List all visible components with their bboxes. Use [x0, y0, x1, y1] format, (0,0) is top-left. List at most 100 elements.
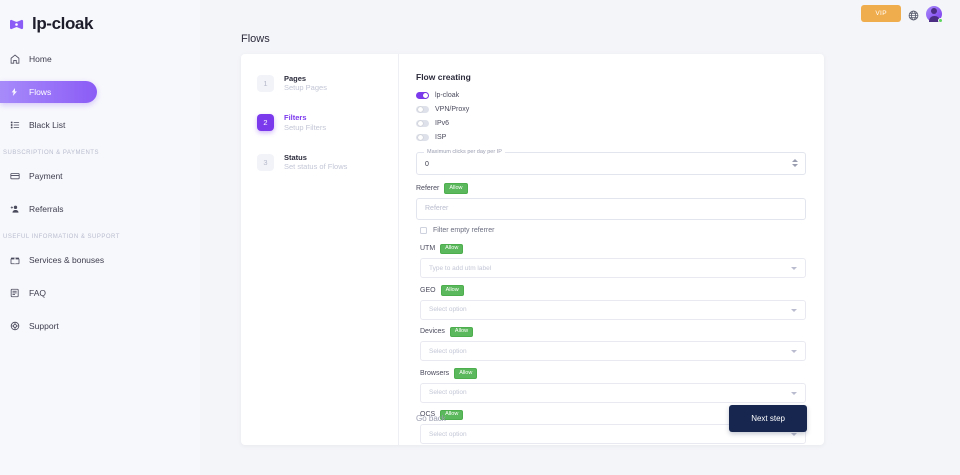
sidebar-item-flows[interactable]: Flows	[0, 81, 97, 103]
step-filters[interactable]: 2 Filters Setup Filters	[241, 113, 398, 133]
toggle-row-vpn-proxy[interactable]: VPN/Proxy	[416, 103, 806, 115]
referer-input[interactable]: Referer	[416, 197, 806, 220]
chevron-down-icon[interactable]	[791, 391, 797, 395]
gift-icon	[9, 255, 20, 266]
browsers-allow-badge[interactable]: Allow	[454, 368, 478, 379]
sidebar-item-home[interactable]: Home	[0, 48, 200, 70]
toggle-row-lp-cloak[interactable]: lp-cloak	[416, 89, 806, 101]
browsers-label: Browsers	[420, 369, 450, 377]
form-footer: Go back Next step	[399, 391, 824, 445]
quantity-stepper[interactable]	[792, 159, 798, 167]
browsers-select[interactable]: Select option	[420, 382, 806, 403]
devices-placeholder: Select option	[429, 347, 467, 355]
vip-badge[interactable]: VIP	[861, 5, 901, 22]
step-status[interactable]: 3 Status Set status of Flows	[241, 153, 398, 173]
sidebar-item-label: Home	[29, 53, 52, 64]
geo-placeholder: Select option	[429, 306, 467, 313]
step-subtitle: Set status of Flows	[284, 161, 348, 171]
referer-placeholder: Referer	[425, 205, 449, 212]
step-pages[interactable]: 1 Pages Setup Pages	[241, 74, 398, 94]
referer-head: Referer Allow	[416, 183, 806, 194]
step-number: 1	[257, 75, 274, 92]
toggle-lp-cloak[interactable]	[416, 91, 429, 99]
stepper-up-icon[interactable]	[792, 159, 798, 162]
devices-label: Devices	[420, 328, 445, 336]
user-add-icon	[9, 204, 20, 215]
chevron-down-icon[interactable]	[791, 433, 797, 436]
geo-head: GEO Allow	[420, 285, 806, 296]
max-clicks-value: 0	[425, 161, 429, 168]
stepper-down-icon[interactable]	[792, 164, 798, 167]
max-clicks-field[interactable]: Maximum clicks per day per IP 0	[416, 149, 806, 175]
toggle-ipv6[interactable]	[416, 119, 429, 127]
go-back-button[interactable]: Go back	[416, 413, 446, 423]
avatar-head	[931, 8, 937, 14]
avatar[interactable]	[926, 5, 943, 23]
ocs-label: OCS	[420, 411, 436, 419]
chevron-down-icon[interactable]	[791, 350, 797, 353]
sidebar-item-label: Support	[29, 320, 59, 331]
devices-allow-badge[interactable]: Allow	[449, 326, 474, 337]
ocs-placeholder: Select option	[429, 430, 467, 438]
sidebar-item-referrals[interactable]: Referrals	[0, 198, 200, 220]
filter-empty-referrer-row[interactable]: Filter empty referrer	[420, 226, 806, 234]
sidebar: lp-cloak Home Flows Black List	[0, 0, 200, 475]
toggle-label: ISP	[435, 133, 447, 141]
sidebar-item-label: Referrals	[29, 203, 64, 214]
sidebar-item-payment[interactable]: Payment	[0, 165, 200, 187]
step-title: Pages	[284, 74, 307, 83]
devices-head: Devices Allow	[420, 326, 806, 337]
utm-select[interactable]: Type to add utm label	[420, 258, 806, 278]
step-title: Status	[284, 152, 307, 162]
brand-logo[interactable]: lp-cloak	[0, 6, 200, 36]
referer-allow-badge[interactable]: Allow	[444, 183, 468, 194]
browsers-head: Browsers Allow	[420, 368, 806, 379]
utm-allow-badge[interactable]: Allow	[440, 243, 464, 254]
list-icon	[9, 120, 20, 131]
toggle-row-isp[interactable]: ISP	[416, 131, 806, 143]
sidebar-item-label: Services & bonuses	[29, 254, 105, 265]
ocs-allow-badge[interactable]: Allow	[440, 409, 464, 420]
step-number: 3	[257, 153, 274, 171]
devices-select[interactable]: Select option	[420, 341, 806, 361]
card-icon	[9, 171, 20, 182]
ocs-head: OCS Allow	[420, 409, 806, 420]
nav-primary: Home Flows Black List	[0, 48, 200, 136]
book-icon	[9, 288, 20, 299]
geo-allow-badge[interactable]: Allow	[440, 285, 464, 296]
step-subtitle: Setup Pages	[284, 83, 327, 93]
nav-group-subscription: Payment Referrals	[0, 165, 200, 220]
geo-label: GEO	[420, 286, 436, 294]
geo-select[interactable]: Select option	[420, 299, 806, 320]
sidebar-item-faq[interactable]: FAQ	[0, 282, 200, 304]
form-title: Flow creating	[416, 72, 471, 82]
browsers-placeholder: Select option	[429, 389, 467, 396]
chevron-down-icon[interactable]	[791, 308, 797, 312]
globe-icon[interactable]	[908, 8, 919, 21]
nav-group-support: Services & bonuses FAQ Support	[0, 249, 200, 337]
flows-icon	[9, 87, 20, 98]
toggle-label: lp-cloak	[435, 91, 460, 99]
avatar-body	[928, 15, 940, 22]
chevron-down-icon[interactable]	[791, 267, 797, 270]
header-actions: VIP	[861, 5, 943, 23]
sidebar-item-support[interactable]: Support	[0, 315, 200, 337]
ocs-select[interactable]: Select option	[420, 424, 806, 444]
sidebar-item-black-list[interactable]: Black List	[0, 114, 200, 136]
sidebar-item-label: Flows	[29, 86, 52, 97]
status-dot-online	[938, 17, 943, 23]
toggle-row-ipv6[interactable]: IPv6	[416, 117, 806, 129]
sidebar-item-services-bonuses[interactable]: Services & bonuses	[0, 249, 200, 271]
toggle-vpn-proxy[interactable]	[416, 105, 429, 113]
sidebar-heading-support: USEFUL INFORMATION & SUPPORT	[3, 234, 120, 240]
utm-label: UTM	[420, 245, 436, 253]
toggle-isp[interactable]	[416, 133, 429, 141]
sidebar-item-label: Payment	[29, 170, 63, 181]
next-step-button[interactable]: Next step	[729, 404, 807, 432]
sidebar-item-label: Black List	[29, 119, 66, 130]
page-scrollbar[interactable]	[956, 0, 960, 475]
utm-placeholder: Type to add utm label	[429, 264, 492, 272]
filter-empty-referrer-checkbox[interactable]	[420, 226, 427, 234]
step-subtitle: Setup Filters	[284, 122, 327, 132]
toggle-label: IPv6	[435, 119, 450, 127]
